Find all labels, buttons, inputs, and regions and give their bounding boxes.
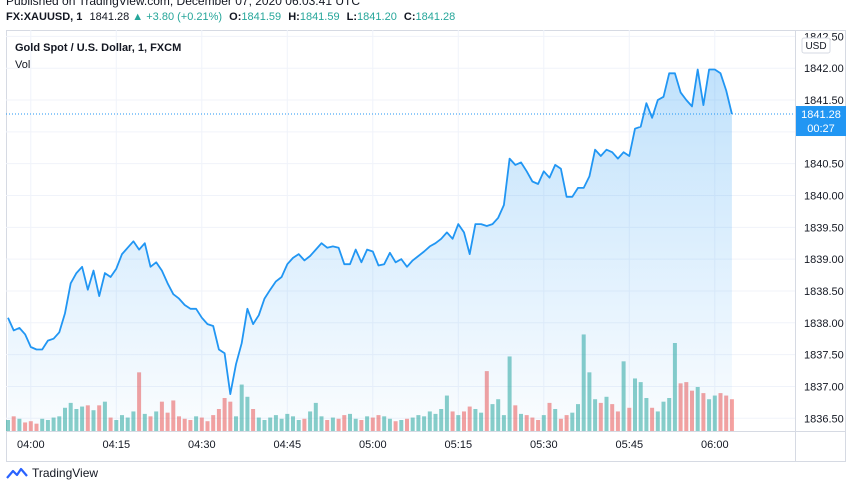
y-tick-label: 1842.00	[804, 63, 844, 75]
high-label: H:	[288, 11, 300, 23]
time-axis-labels: 04:00 04:15 04:30 04:45 05:00 05:15 05:30 05:45…	[17, 439, 729, 451]
price-line	[7, 68, 733, 395]
x-tick-label: 05:30	[530, 439, 558, 451]
open-label: O:	[229, 11, 242, 23]
close-value: 1841.28	[415, 11, 456, 23]
last-price-badge-value: 1841.28	[801, 109, 841, 121]
y-tick-label: 1841.50	[804, 95, 844, 107]
up-arrow-icon: ▲	[132, 11, 144, 23]
y-tick-label: 1838.00	[804, 318, 844, 330]
tradingview-logo[interactable]: TradingView	[6, 466, 98, 480]
price-area	[8, 69, 732, 431]
y-tick-label: 1839.00	[804, 254, 844, 266]
currency-label: USD	[805, 41, 826, 52]
publisher-note: Published on TradingView.com, December 0…	[6, 0, 360, 8]
tradingview-logo-icon	[6, 467, 28, 479]
currency-badge: USD	[801, 37, 831, 54]
close-label: C:	[403, 11, 416, 23]
x-tick-label: 04:45	[274, 439, 302, 451]
x-tick-label: 05:15	[445, 439, 473, 451]
x-tick-label: 04:30	[188, 439, 216, 451]
footer-brand: TradingView	[32, 466, 99, 480]
volume-label: Vol	[15, 59, 31, 71]
low-label: L:	[346, 11, 358, 23]
y-tick-label: 1840.50	[804, 159, 844, 171]
bar-countdown: 00:27	[807, 123, 835, 135]
x-tick-label: 06:00	[701, 439, 729, 451]
last-price-badge: 1841.28 00:27	[796, 106, 846, 137]
y-tick-label: 1836.50	[804, 413, 844, 425]
symbol-label: FX:XAUUSD, 1	[6, 11, 83, 23]
price-axis-labels: 1842.501842.001841.501841.001840.501840.…	[804, 31, 844, 425]
x-tick-label: 05:45	[616, 439, 644, 451]
chart-frame	[6, 30, 846, 462]
y-tick-label: 1837.50	[804, 350, 844, 362]
last-price: 1841.28	[89, 11, 130, 23]
y-tick-label: 1839.50	[804, 222, 844, 234]
price-chart[interactable]: 1842.501842.001841.501841.001840.501840.…	[6, 30, 846, 462]
open-value: 1841.59	[241, 11, 282, 23]
change-value: +3.80 (+0.21%)	[146, 11, 223, 23]
y-tick-label: 1840.00	[804, 190, 844, 202]
ohlc-legend: FX:XAUUSD, 1 1841.28 ▲ +3.80 (+0.21%) O:…	[6, 11, 455, 23]
y-tick-label: 1838.50	[804, 286, 844, 298]
x-tick-label: 04:15	[103, 439, 131, 451]
low-value: 1841.20	[357, 11, 397, 23]
high-value: 1841.59	[299, 11, 340, 23]
x-tick-label: 05:00	[359, 439, 387, 451]
x-tick-label: 04:00	[17, 439, 45, 451]
y-tick-label: 1837.00	[804, 381, 844, 393]
chart-title: Gold Spot / U.S. Dollar, 1, FXCM	[15, 42, 182, 54]
